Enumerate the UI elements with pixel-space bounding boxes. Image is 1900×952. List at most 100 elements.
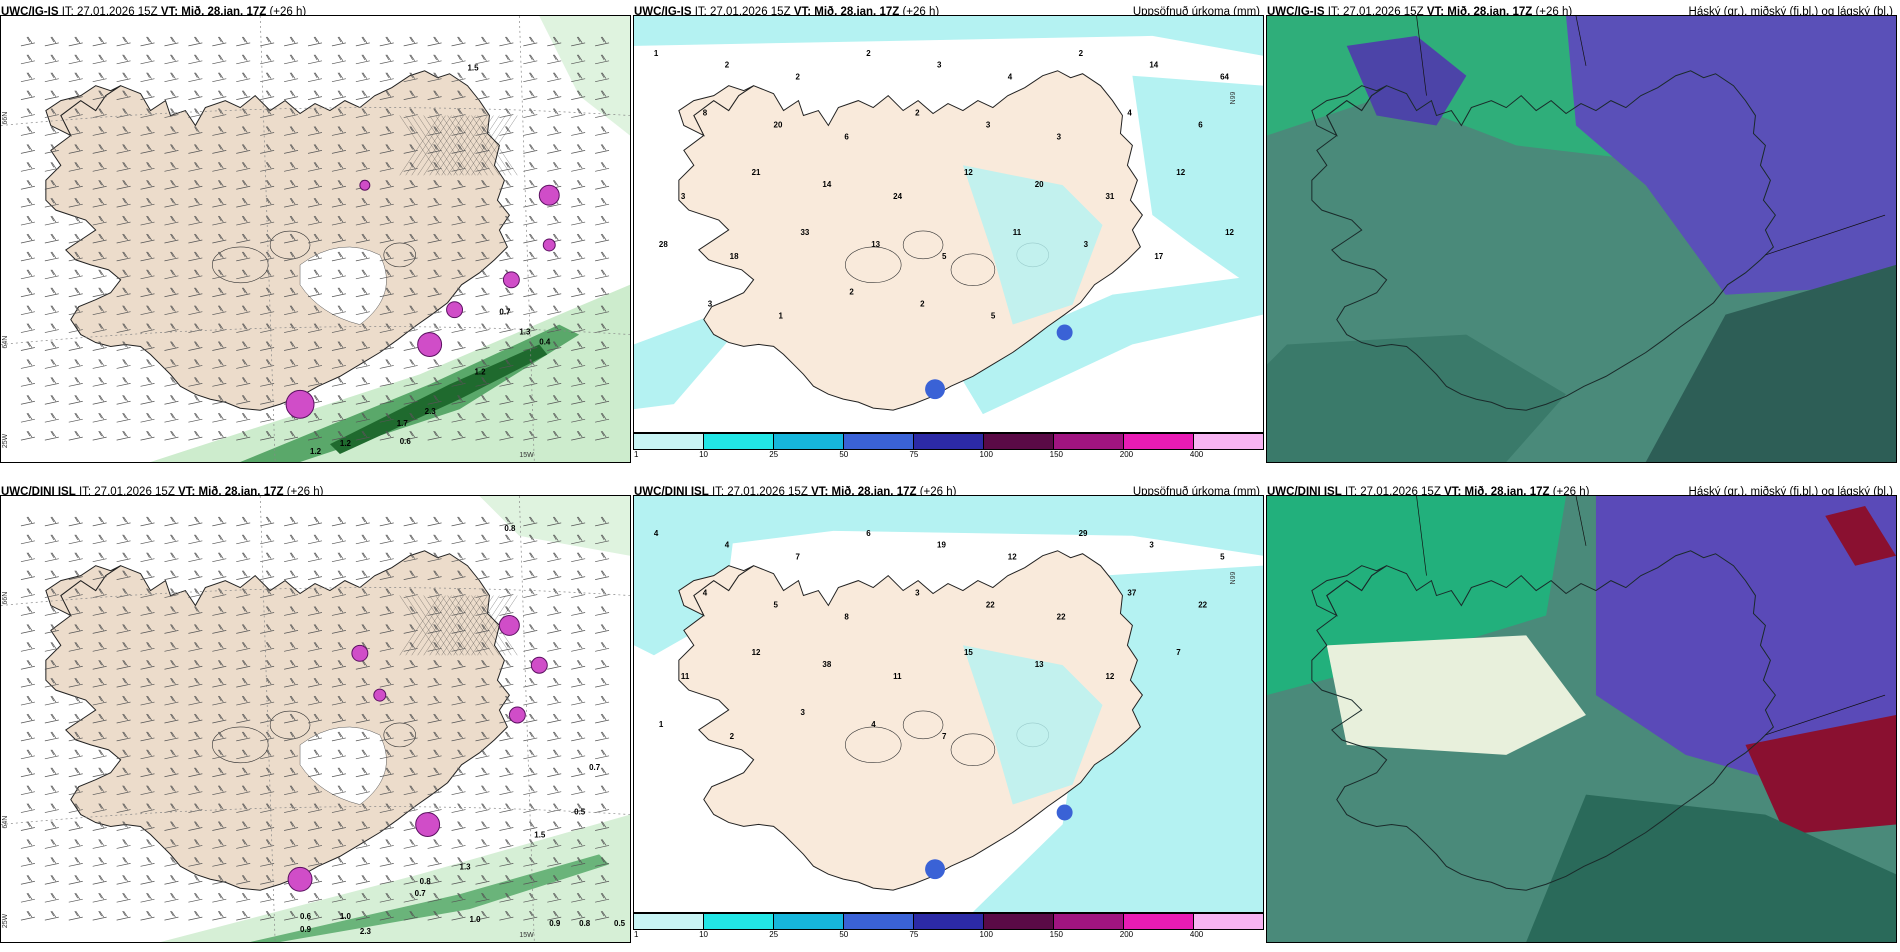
wind-barb xyxy=(331,660,346,670)
wind-barb xyxy=(307,126,323,136)
wind-barb xyxy=(571,144,586,154)
precip-value-label: 5 xyxy=(1220,553,1225,562)
wind-barbs xyxy=(20,516,610,921)
wind-barb xyxy=(475,839,490,849)
colorbar-swatch xyxy=(984,434,1054,449)
wind-barb xyxy=(475,875,490,885)
wind-barb xyxy=(523,713,538,724)
wind-barb xyxy=(188,677,203,688)
cloud-map xyxy=(1266,15,1897,463)
wind-barb xyxy=(595,803,610,813)
wind-barb xyxy=(68,731,83,742)
wind-barb xyxy=(571,695,586,706)
wind-barb xyxy=(164,660,179,670)
wind-barb xyxy=(284,269,299,280)
wind-barb xyxy=(284,713,299,724)
precip-map: 1 2 2 2 3 4 2 14 64 8 20 6 2 3 3 4 6 3 21 14 24 12 20 31 12 28 18 3… xyxy=(633,15,1264,433)
wind-barb xyxy=(284,785,299,796)
wind-barb xyxy=(451,377,466,387)
wind-barb xyxy=(523,72,538,83)
wind-barb xyxy=(116,180,131,190)
wind-barb xyxy=(379,395,394,405)
wind-barb xyxy=(307,606,323,616)
wind-barb xyxy=(355,677,370,688)
wind-barb xyxy=(331,395,346,405)
precip-spot xyxy=(538,184,560,206)
wind-barb xyxy=(403,269,418,280)
wind-barb xyxy=(427,395,442,405)
wind-barb xyxy=(20,624,35,634)
colorbar-label: 100 xyxy=(979,930,993,939)
wind-barb xyxy=(331,126,346,136)
wind-barb xyxy=(260,910,275,921)
wind-barb xyxy=(188,624,203,634)
wind-barb xyxy=(355,767,370,778)
precip-panel-top: UWC/IG-IS IT: 27.01.2026 15Z VT: Mið. 28… xyxy=(633,0,1264,472)
wind-barb xyxy=(116,588,131,598)
wind-barb xyxy=(547,72,562,83)
wind-barb xyxy=(475,233,490,244)
wind-barb xyxy=(379,359,394,369)
wind-barb xyxy=(307,695,323,706)
wind-barb xyxy=(284,197,299,208)
colorbar-labels: 1 10 25 50 75 100 150 200 400 xyxy=(633,450,1264,460)
wind-barb xyxy=(499,413,514,423)
wind-barb xyxy=(68,893,83,903)
precip-area xyxy=(962,165,1103,325)
wind-barb xyxy=(68,749,83,760)
wind-barb xyxy=(547,731,562,742)
wind-barb xyxy=(236,749,251,760)
wind-barb xyxy=(379,893,394,903)
wind-barb xyxy=(140,660,155,670)
wind-barb xyxy=(499,642,514,652)
hatch-line xyxy=(447,595,488,656)
wind-barb xyxy=(260,677,275,688)
wind-barb xyxy=(236,570,251,580)
precip-value-label: 64 xyxy=(1220,73,1229,82)
precip-value-label: 2 xyxy=(1079,49,1084,58)
wind-barb xyxy=(355,552,370,563)
wind-barb xyxy=(499,251,514,262)
lon-label: 25W xyxy=(2,433,9,448)
wind-panel-top: UWC/IG-IS IT: 27.01.2026 15Z VT: Mið. 28… xyxy=(0,0,631,472)
wind-value-label: 0.5 xyxy=(614,919,626,928)
wind-barb xyxy=(188,660,203,670)
wind-barb xyxy=(284,857,299,867)
precip-area xyxy=(952,274,1263,415)
wind-barb xyxy=(164,821,179,831)
wind-barb xyxy=(499,695,514,706)
wind-barb xyxy=(212,323,227,333)
wind-barb xyxy=(284,695,299,706)
wind-barb xyxy=(140,251,155,262)
wind-barb xyxy=(451,552,466,563)
wind-barb xyxy=(260,570,275,580)
precip-value-label: 31 xyxy=(1106,192,1115,201)
wind-barb xyxy=(331,162,346,172)
border-line xyxy=(1765,214,1886,256)
wind-barb xyxy=(571,251,586,262)
wind-barb xyxy=(595,893,610,903)
wind-barb xyxy=(68,215,83,226)
wind-barb xyxy=(523,251,538,262)
wind-barb xyxy=(116,126,131,136)
wind-barb xyxy=(140,395,155,405)
wind-barb xyxy=(403,731,418,742)
wind-barb xyxy=(547,660,562,670)
wind-barb xyxy=(20,377,35,387)
wind-barb xyxy=(140,108,155,118)
wind-barb xyxy=(451,534,466,545)
wind-barb xyxy=(307,108,323,118)
wind-barb xyxy=(307,713,323,724)
wind-barb xyxy=(499,552,514,563)
wind-barb xyxy=(547,803,562,813)
wind-barb xyxy=(164,377,179,387)
wind-barb xyxy=(140,821,155,831)
wind-barb xyxy=(44,430,59,441)
wind-barb xyxy=(571,606,586,616)
wind-barb xyxy=(284,606,299,616)
wind-barb xyxy=(355,395,370,405)
wind-barb xyxy=(20,534,35,545)
wind-barb xyxy=(403,251,418,262)
mid-cloud xyxy=(1645,264,1896,462)
wind-barb xyxy=(164,215,179,226)
